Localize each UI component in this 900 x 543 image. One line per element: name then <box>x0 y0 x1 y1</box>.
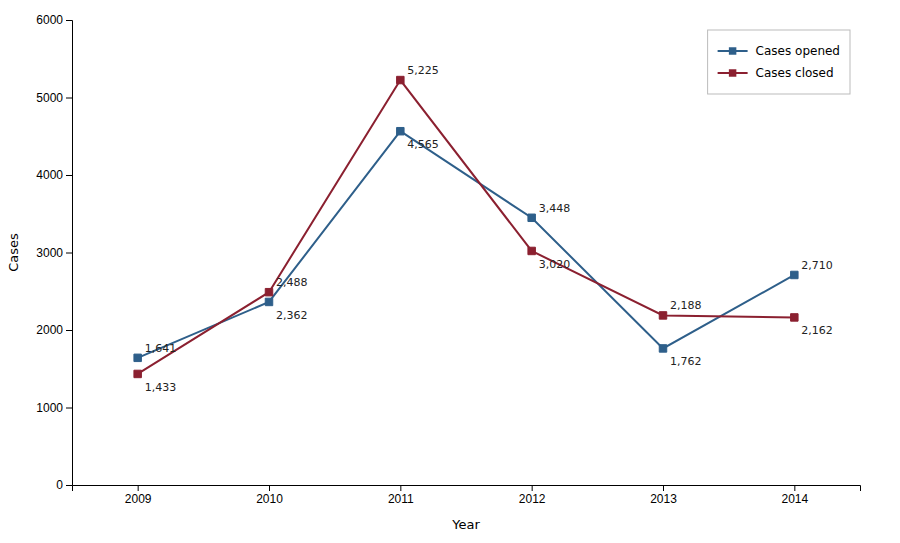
y-axis-title: Cases <box>6 233 21 272</box>
legend: Cases opened Cases closed <box>708 30 850 94</box>
tick-label: 2010 <box>256 492 283 506</box>
x-axis: 2009 2010 2011 2012 2013 2014 <box>73 485 861 506</box>
tick-mark <box>66 98 72 99</box>
tick: 2010 <box>256 485 283 506</box>
tick-label: 2000 <box>36 323 63 337</box>
tick: 5000 <box>36 91 72 105</box>
tick: 2009 <box>125 485 152 506</box>
data-label: 4,565 <box>407 138 439 151</box>
tick: 0 <box>56 478 72 492</box>
data-label: 3,448 <box>539 202 571 215</box>
tick-label: 0 <box>56 478 63 492</box>
legend-label: Cases closed <box>756 66 834 80</box>
y-axis: 0 1000 2000 3000 4000 5000 6000 <box>36 13 72 492</box>
plot: 2009 2010 2011 2012 2013 2014 0 1000 2000 3000 400… <box>36 13 860 505</box>
tick-label: 2011 <box>388 492 414 506</box>
tick-label: 6000 <box>36 13 63 27</box>
tick: 2011 <box>388 485 414 506</box>
data-label: 2,162 <box>801 324 833 337</box>
marker <box>134 354 141 361</box>
legend-box <box>708 30 850 94</box>
tick: 2014 <box>781 485 808 506</box>
data-label: 2,710 <box>801 259 833 272</box>
tick: 6000 <box>36 13 72 27</box>
marker <box>265 288 272 295</box>
tick-mark <box>66 408 72 409</box>
data-labels: 1,641 2,362 4,565 3,448 1,762 2,710 1,433 2,488… <box>145 64 833 394</box>
marker <box>659 345 666 352</box>
series-line <box>138 80 795 374</box>
tick: 3000 <box>36 246 72 260</box>
tick-mark <box>66 485 72 486</box>
marker <box>528 214 535 221</box>
x-axis-title: Year <box>451 517 480 532</box>
data-label: 1,433 <box>145 381 177 394</box>
tick: 4000 <box>36 168 72 182</box>
axis-line <box>66 21 73 486</box>
tick-label: 2013 <box>650 492 677 506</box>
tick: 2013 <box>650 485 677 506</box>
data-label: 3,020 <box>539 258 571 271</box>
tick-mark <box>66 20 72 21</box>
tick-mark <box>66 253 72 254</box>
marker <box>397 76 404 83</box>
axis-line <box>73 486 861 492</box>
marks <box>134 76 798 377</box>
tick-mark <box>66 175 72 176</box>
marker <box>791 271 798 278</box>
tick-label: 4000 <box>36 168 63 182</box>
tick-mark <box>138 485 139 491</box>
tick-label: 2014 <box>781 492 808 506</box>
data-label: 2,488 <box>276 276 308 289</box>
marker <box>397 127 404 134</box>
legend-marker <box>729 47 736 54</box>
chart: 2009 2010 2011 2012 2013 2014 0 1000 2000 3000 400… <box>0 0 900 543</box>
tick-mark <box>794 485 795 491</box>
legend-item: Cases closed <box>718 66 834 80</box>
marker <box>791 314 798 321</box>
marker <box>528 247 535 254</box>
data-label: 2,188 <box>670 299 702 312</box>
tick-label: 5000 <box>36 91 63 105</box>
marker <box>134 370 141 377</box>
tick-label: 1000 <box>36 401 63 415</box>
tick: 2000 <box>36 323 72 337</box>
legend-marker <box>729 69 736 76</box>
tick-label: 2009 <box>125 492 152 506</box>
tick-mark <box>269 485 270 491</box>
data-label: 2,362 <box>276 309 308 322</box>
tick: 2012 <box>519 485 546 506</box>
tick-mark <box>663 485 664 491</box>
tick-mark <box>400 485 401 491</box>
data-label: 1,762 <box>670 355 702 368</box>
tick-label: 2012 <box>519 492 546 506</box>
legend-item: Cases opened <box>718 44 840 58</box>
marker <box>265 298 272 305</box>
legend-label: Cases opened <box>756 44 840 58</box>
tick-mark <box>66 330 72 331</box>
tick-label: 3000 <box>36 246 63 260</box>
data-label: 5,225 <box>407 64 439 77</box>
marker <box>659 312 666 319</box>
data-label: 1,641 <box>145 342 177 355</box>
tick: 1000 <box>36 401 72 415</box>
tick-mark <box>532 485 533 491</box>
